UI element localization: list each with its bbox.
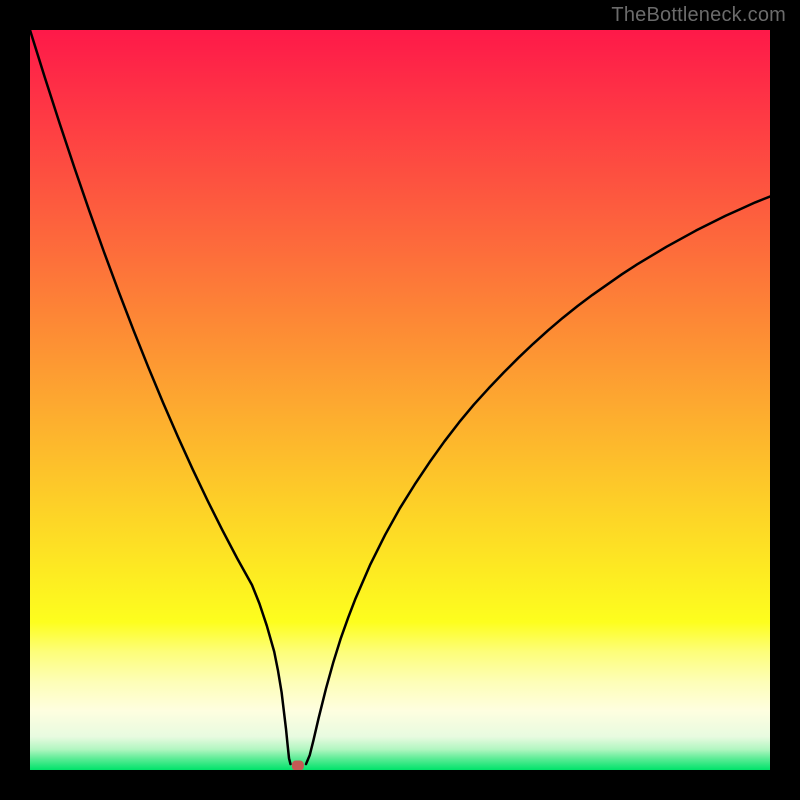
chart-container: TheBottleneck.com xyxy=(0,0,800,800)
plot-svg xyxy=(30,30,770,770)
plot-area xyxy=(30,30,770,770)
watermark-text: TheBottleneck.com xyxy=(611,4,786,27)
gradient-background xyxy=(30,30,770,770)
minimum-marker xyxy=(292,761,304,770)
